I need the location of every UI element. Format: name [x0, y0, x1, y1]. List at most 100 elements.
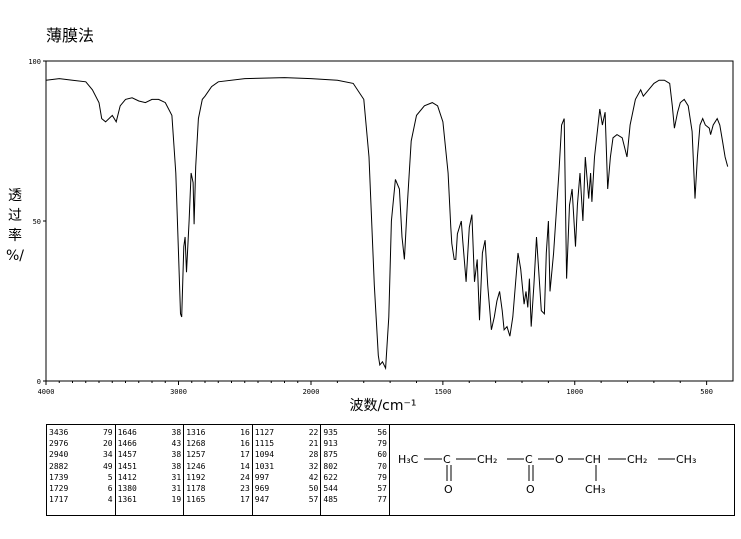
y-axis-label-char: 率 [8, 227, 22, 244]
peak-wavenumber: 969 [254, 484, 270, 494]
peak-wavenumber: 1178 [186, 484, 206, 494]
peak-wavenumber: 1729 [49, 484, 69, 494]
peak-transmittance: 77 [377, 495, 387, 505]
peak-transmittance: 31 [171, 484, 182, 494]
peak-transmittance: 16 [240, 439, 250, 449]
peak-wavenumber: 1451 [117, 461, 137, 471]
peak-wavenumber: 2940 [49, 450, 69, 460]
peak-transmittance: 38 [171, 428, 182, 437]
atom-ch3: CH₃ [676, 453, 696, 466]
peak-transmittance: 79 [102, 428, 113, 437]
y-axis-label-char: %/ [6, 248, 24, 264]
x-tick-label: 500 [700, 388, 713, 396]
peak-column: 935 56 913 79 875 60 802 70 622 79 544 57 485 77 [321, 425, 389, 515]
peak-row: 1115 21 [255, 438, 319, 449]
peak-column: 1127 22 1115 21 1094 28 1031 32 997 42 969 50 947 57 [253, 425, 322, 515]
peak-wavenumber: 622 [323, 472, 338, 482]
y-tick-label: 0 [37, 378, 41, 386]
y-axis-label-char: 过 [8, 208, 22, 224]
y-tick-label: 50 [33, 218, 41, 226]
page-title: 薄膜法 [46, 26, 95, 45]
x-tick-label: 3000 [170, 388, 187, 396]
peak-column: 1646 38 1466 43 1457 38 1451 38 1412 31 1380 31 1361… [116, 425, 185, 515]
peak-wavenumber: 875 [323, 450, 338, 460]
peak-row: 1165 17 [186, 494, 250, 505]
peak-transmittance: 50 [308, 484, 319, 494]
peak-row: 875 60 [323, 449, 387, 460]
peak-transmittance: 17 [240, 495, 250, 505]
y-axis-label: 透过率 %/ [6, 188, 24, 264]
peak-row: 622 79 [323, 472, 387, 483]
peak-wavenumber: 1192 [186, 472, 206, 482]
peak-transmittance: 42 [308, 472, 319, 482]
peak-transmittance: 57 [308, 495, 319, 505]
peak-row: 1412 31 [118, 472, 182, 483]
peak-wavenumber: 1412 [117, 472, 137, 482]
peak-row: 1178 23 [186, 483, 250, 494]
peak-row: 2882 49 [49, 461, 113, 472]
peak-transmittance: 60 [377, 450, 387, 460]
peak-transmittance: 23 [240, 484, 250, 494]
peak-wavenumber: 1466 [117, 439, 137, 449]
peak-transmittance: 49 [102, 461, 113, 471]
peak-row: 1451 38 [118, 461, 182, 472]
peak-transmittance: 17 [240, 450, 250, 460]
peak-row: 2976 20 [49, 438, 113, 449]
peak-wavenumber: 2976 [49, 439, 69, 449]
peak-row: 1192 24 [186, 472, 250, 483]
ir-spectrum-chart: 0 50 100 4000 3000 2000 1500 1000 500 波数/cm⁻¹ 透… [6, 58, 734, 414]
peak-row: 1257 17 [186, 449, 250, 460]
peak-column: 3436 79 2976 20 2940 34 2882 49 1739 5 1729 6 1717 4 [47, 425, 116, 515]
spectrum-line [45, 77, 729, 371]
peak-row: 802 70 [323, 461, 387, 472]
peak-wavenumber: 1646 [117, 428, 137, 437]
x-tick-label: 4000 [38, 388, 55, 396]
peak-wavenumber: 947 [254, 495, 270, 505]
peak-wavenumber: 1115 [254, 439, 275, 449]
peak-row: 1380 31 [118, 483, 182, 494]
peak-wavenumber: 1257 [186, 450, 206, 460]
peak-wavenumber: 913 [323, 439, 338, 449]
peak-transmittance: 28 [308, 450, 319, 460]
peak-transmittance: 19 [171, 495, 182, 505]
peak-wavenumber: 1316 [186, 428, 206, 437]
peak-transmittance: 56 [377, 428, 387, 437]
peak-wavenumber: 2882 [49, 461, 69, 471]
peak-transmittance: 21 [308, 439, 319, 449]
peak-transmittance: 34 [102, 450, 113, 460]
peak-row: 1127 22 [255, 427, 319, 438]
peak-row: 1717 4 [49, 494, 113, 505]
peak-transmittance: 31 [171, 472, 182, 482]
peak-row: 544 57 [323, 483, 387, 494]
x-axis-label: 波数/cm⁻¹ [349, 398, 416, 414]
peak-wavenumber: 1268 [186, 439, 206, 449]
atom-ch2: CH₂ [477, 453, 497, 466]
peak-wavenumber: 935 [323, 428, 338, 437]
peak-wavenumber: 997 [254, 472, 270, 482]
peak-row: 997 42 [255, 472, 319, 483]
peak-row: 2940 34 [49, 449, 113, 460]
peak-transmittance: 79 [377, 439, 387, 449]
peak-transmittance: 22 [308, 428, 319, 437]
peak-wavenumber: 3436 [49, 428, 69, 437]
peak-row: 1268 16 [186, 438, 250, 449]
peak-transmittance: 70 [377, 461, 387, 471]
peak-transmittance: 24 [240, 472, 250, 482]
x-tick-label: 1500 [434, 388, 451, 396]
peak-transmittance: 16 [240, 428, 250, 437]
peak-column: 1316 16 1268 16 1257 17 1246 14 1192 24 1178 23 1165… [184, 425, 253, 515]
atom-ch3b: CH₃ [585, 483, 605, 496]
peak-wavenumber: 1246 [186, 461, 206, 471]
peak-transmittance: 4 [107, 495, 113, 505]
x-tick-label: 2000 [303, 388, 320, 396]
peak-transmittance: 6 [107, 484, 113, 494]
peak-wavenumber: 1717 [49, 495, 69, 505]
atom-c1: C [443, 453, 451, 466]
peak-wavenumber: 1739 [49, 472, 69, 482]
y-tick-label: 100 [28, 58, 41, 66]
peak-wavenumber: 1361 [117, 495, 137, 505]
atom-o2: O [526, 483, 535, 496]
peak-row: 1316 16 [186, 427, 250, 438]
peak-wavenumber: 1094 [254, 450, 275, 460]
peak-row: 1466 43 [118, 438, 182, 449]
